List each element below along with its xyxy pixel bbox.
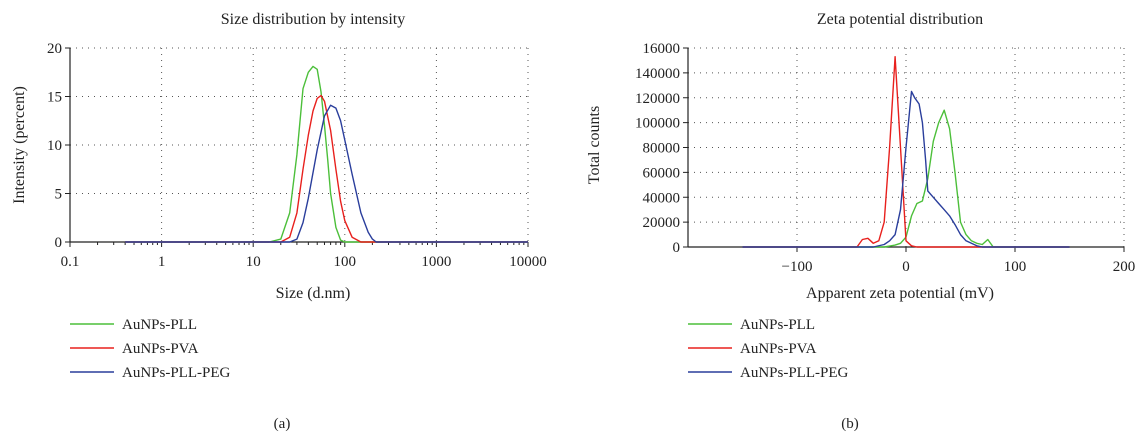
panel-label: (a) xyxy=(274,416,291,432)
x-tick-label: 10000 xyxy=(509,254,547,270)
y-axis-label: Intensity (percent) xyxy=(11,86,28,204)
legend-label: AuNPs-PLL xyxy=(740,317,815,333)
x-tick-label: 200 xyxy=(1113,259,1136,275)
x-tick-label: 0 xyxy=(902,259,910,275)
x-tick-label: 1000 xyxy=(421,254,451,270)
legend-label: AuNPs-PLL xyxy=(122,317,197,333)
x-tick-label: 0.1 xyxy=(61,254,80,270)
y-tick-label: 100000 xyxy=(635,116,680,132)
y-tick-label: 20 xyxy=(47,41,62,57)
y-tick-label: 10 xyxy=(47,138,62,154)
legend: AuNPs-PLL AuNPs-PVA AuNPs-PLL-PEG xyxy=(688,317,849,381)
panel-label: (b) xyxy=(841,416,859,432)
x-tick-label: 1 xyxy=(158,254,166,270)
series-line-aunps-pll-peg xyxy=(742,90,1070,248)
legend-label: AuNPs-PLL-PEG xyxy=(740,365,849,381)
x-tick-label: 100 xyxy=(334,254,357,270)
y-axis-label: Total counts xyxy=(586,106,603,184)
x-tick-label: 100 xyxy=(1004,259,1027,275)
x-axis-label: Apparent zeta potential (mV) xyxy=(806,285,994,302)
x-axis-label: Size (d.nm) xyxy=(276,285,351,302)
legend-label: AuNPs-PVA xyxy=(740,341,817,357)
y-tick-label: 60000 xyxy=(643,165,681,181)
y-tick-label: 5 xyxy=(55,187,63,203)
y-tick-label: 140000 xyxy=(635,66,680,82)
series-line-aunps-pll xyxy=(742,109,1070,248)
y-tick-label: 20000 xyxy=(643,215,681,231)
y-tick-label: 16000 xyxy=(643,41,681,57)
y-tick-label: 0 xyxy=(55,235,63,251)
y-tick-label: 0 xyxy=(673,240,681,256)
x-tick-label: −100 xyxy=(782,259,813,275)
zeta-potential-panel: Zeta potential distribution Total counts… xyxy=(586,11,1135,432)
y-tick-label: 80000 xyxy=(643,141,681,157)
series-line-aunps-pll-peg xyxy=(125,104,528,243)
legend-label: AuNPs-PLL-PEG xyxy=(122,365,231,381)
x-tick-label: 10 xyxy=(246,254,261,270)
legend: AuNPs-PLL AuNPs-PVA AuNPs-PLL-PEG xyxy=(70,317,231,381)
chart-title: Zeta potential distribution xyxy=(817,11,983,28)
chart-title: Size distribution by intensity xyxy=(221,11,405,28)
y-tick-label: 120000 xyxy=(635,91,680,107)
series-line-aunps-pva xyxy=(125,94,528,243)
y-tick-label: 15 xyxy=(47,90,62,106)
series-line-aunps-pva xyxy=(742,56,1070,248)
series-line-aunps-pll xyxy=(125,65,528,243)
y-tick-label: 40000 xyxy=(643,190,681,206)
legend-label: AuNPs-PVA xyxy=(122,341,199,357)
size-distribution-panel: Size distribution by intensity Intensity… xyxy=(11,11,547,432)
